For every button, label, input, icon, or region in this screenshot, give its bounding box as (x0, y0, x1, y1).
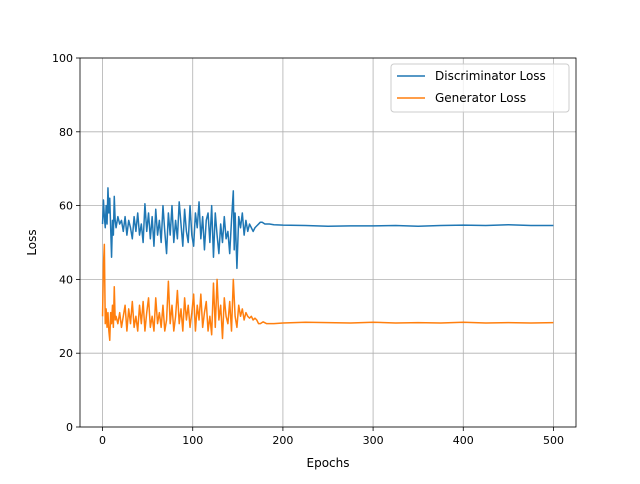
series-layer (101, 187, 554, 342)
y-tick-label: 80 (59, 126, 73, 139)
x-axis-label: Epochs (307, 456, 350, 470)
legend-label-generator: Generator Loss (435, 91, 526, 105)
x-tick-label: 200 (272, 434, 293, 447)
plot-frame (79, 57, 577, 428)
y-tick-label: 40 (59, 273, 73, 286)
series-line-generator (101, 243, 554, 342)
x-tick-label: 100 (182, 434, 203, 447)
x-tick-label: 0 (99, 434, 106, 447)
series-line-discriminator (101, 187, 554, 270)
y-tick-label: 60 (59, 200, 73, 213)
y-axis-label: Loss (25, 229, 39, 255)
axis-ticks: 0 100 200 300 400 500 0 20 40 60 80 100 (52, 52, 564, 447)
x-tick-label: 300 (363, 434, 384, 447)
x-tick-label: 400 (453, 434, 474, 447)
legend-box (390, 63, 570, 113)
x-tick-label: 500 (543, 434, 564, 447)
legend: Discriminator Loss Generator Loss (390, 63, 570, 113)
y-tick-label: 20 (59, 347, 73, 360)
y-tick-label: 0 (66, 421, 73, 434)
legend-label-discriminator: Discriminator Loss (435, 69, 546, 83)
y-tick-label: 100 (52, 52, 73, 65)
